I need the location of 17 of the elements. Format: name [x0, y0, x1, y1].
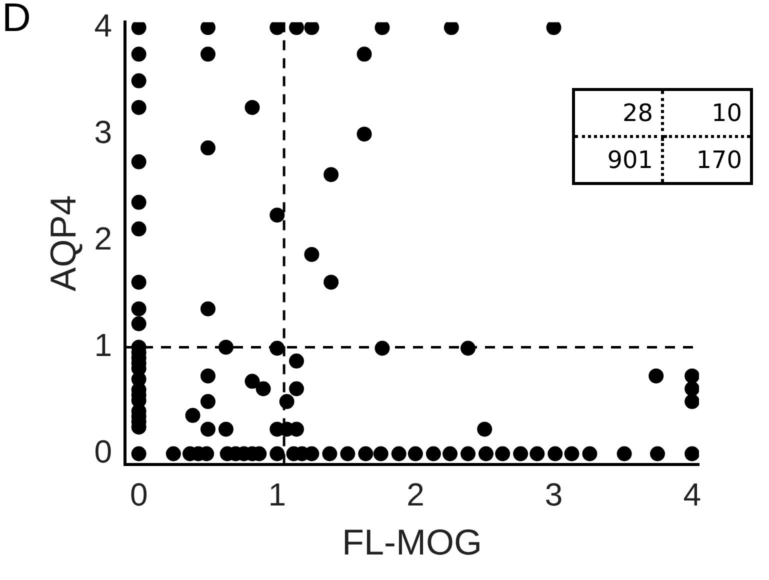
x-tick-label: 2	[406, 476, 424, 512]
y-tick-label: 4	[94, 7, 112, 44]
x-tick-label: 0	[130, 476, 148, 512]
y-tick-label: 3	[94, 114, 112, 150]
y-tick-label: 0	[94, 434, 112, 470]
y-axis-title: AQP4	[42, 195, 84, 292]
x-tick-label: 1	[268, 476, 286, 512]
x-tick-label: 4	[683, 476, 701, 512]
text: D	[2, 0, 31, 41]
annotation: 28	[574, 90, 662, 136]
annotation: 170	[695, 145, 743, 176]
text: 10	[662, 90, 752, 136]
y-tick-label: 1	[94, 327, 112, 364]
y-tick-label: 2	[94, 220, 112, 256]
x-axis-title: FL-MOG	[342, 521, 482, 562]
annotation: 901	[574, 136, 662, 184]
x-tick-label: 3	[544, 476, 563, 512]
